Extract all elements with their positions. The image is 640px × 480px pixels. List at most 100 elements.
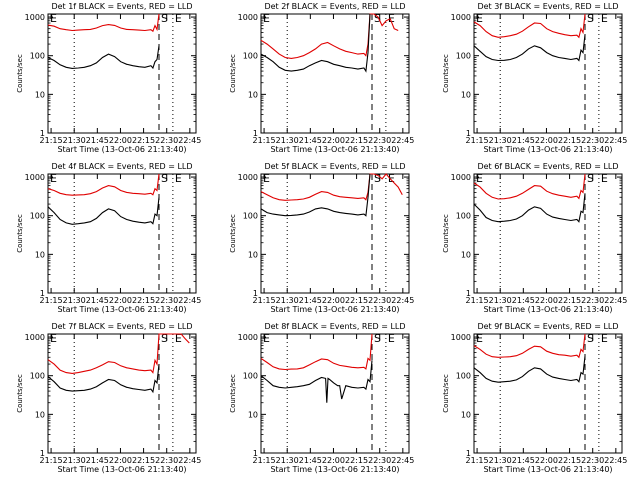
y-tick-label: 1 <box>40 129 45 138</box>
event-marker-label: S <box>161 332 168 345</box>
x-tick-label: 21:45 <box>512 296 535 305</box>
event-marker-label: E <box>476 172 483 185</box>
x-tick-label: 22:00 <box>109 456 132 465</box>
y-axis-label: Counts/sec <box>442 54 450 93</box>
series-line-events <box>473 34 586 62</box>
event-marker-label: E <box>263 172 270 185</box>
x-axis-label: Start Time (13-Oct-06 21:13:40) <box>483 305 612 314</box>
x-tick-label: 22:00 <box>322 136 345 145</box>
x-tick-label: 21:30 <box>489 296 512 305</box>
event-marker-label: E <box>50 172 57 185</box>
series-line-events <box>260 173 371 217</box>
event-marker-label: S <box>374 172 381 185</box>
series-line-lld <box>260 333 373 371</box>
x-tick-label: 22:45 <box>391 296 414 305</box>
x-tick-label: 22:00 <box>109 136 132 145</box>
y-tick-label: 100 <box>30 52 45 61</box>
series-line-lld <box>47 173 160 196</box>
x-tick-label: 22:15 <box>345 296 368 305</box>
y-tick-label: 1000 <box>451 333 471 342</box>
x-tick-label: 22:30 <box>368 296 391 305</box>
y-tick-label: 10 <box>248 90 258 99</box>
x-tick-label: 21:30 <box>276 456 299 465</box>
chart-panel-3: Det 3f BLACK = Events, RED = LLD 1 10 100 10… <box>442 2 627 154</box>
x-axis-label: Start Time (13-Oct-06 21:13:40) <box>57 465 186 474</box>
y-tick-label: 10 <box>35 410 45 419</box>
x-tick-label: 21:15 <box>40 456 63 465</box>
event-marker-label: E <box>476 332 483 345</box>
x-tick-label: 21:30 <box>489 456 512 465</box>
series-line-events <box>473 193 586 223</box>
x-tick-label: 21:30 <box>63 456 86 465</box>
chart-panel-4: Det 4f BLACK = Events, RED = LLD 1 10 100 10… <box>16 162 201 314</box>
x-tick-label: 22:30 <box>155 296 178 305</box>
event-marker-label: S <box>161 12 168 25</box>
event-marker-label: E <box>175 332 182 345</box>
chart-title: Det 3f BLACK = Events, RED = LLD <box>477 2 618 11</box>
y-tick-label: 100 <box>243 52 258 61</box>
event-marker-label: S <box>587 12 594 25</box>
chart-title: Det 4f BLACK = Events, RED = LLD <box>51 162 192 171</box>
plot-frame <box>473 333 623 454</box>
x-tick-label: 22:00 <box>535 456 558 465</box>
series-line-events <box>473 356 586 383</box>
y-tick-label: 100 <box>456 212 471 221</box>
x-axis-label: Start Time (13-Oct-06 21:13:40) <box>270 305 399 314</box>
y-tick-label: 1000 <box>238 173 258 182</box>
x-tick-label: 22:15 <box>132 296 155 305</box>
y-tick-label: 1 <box>40 449 45 458</box>
event-marker-label: E <box>50 12 57 25</box>
series-line-events <box>260 13 371 73</box>
x-tick-label: 22:45 <box>391 136 414 145</box>
x-tick-label: 22:45 <box>604 296 627 305</box>
y-tick-label: 100 <box>243 212 258 221</box>
x-tick-label: 22:15 <box>558 136 581 145</box>
chart-title: Det 5f BLACK = Events, RED = LLD <box>264 162 405 171</box>
chart-title: Det 7f BLACK = Events, RED = LLD <box>51 322 192 331</box>
y-axis-label: Counts/sec <box>16 54 24 93</box>
x-tick-label: 21:45 <box>299 296 322 305</box>
y-axis-label: Counts/sec <box>16 214 24 253</box>
y-axis-label: Counts/sec <box>229 214 237 253</box>
x-tick-label: 22:15 <box>132 136 155 145</box>
x-tick-label: 21:15 <box>253 456 276 465</box>
x-tick-label: 22:30 <box>368 456 391 465</box>
x-tick-label: 22:15 <box>558 456 581 465</box>
event-marker-label: S <box>374 332 381 345</box>
y-tick-label: 1000 <box>25 173 45 182</box>
x-tick-label: 22:30 <box>155 136 178 145</box>
plot-frame <box>260 173 410 294</box>
event-marker-label: E <box>50 332 57 345</box>
chart-panel-2: Det 2f BLACK = Events, RED = LLD 1 10 100 10… <box>229 2 414 154</box>
chart-title: Det 6f BLACK = Events, RED = LLD <box>477 162 618 171</box>
x-tick-label: 21:15 <box>466 456 489 465</box>
x-axis-label: Start Time (13-Oct-06 21:13:40) <box>483 465 612 474</box>
y-axis-label: Counts/sec <box>229 374 237 413</box>
x-tick-label: 22:00 <box>322 296 345 305</box>
x-tick-label: 21:45 <box>512 136 535 145</box>
y-tick-label: 100 <box>243 372 258 381</box>
x-tick-label: 22:30 <box>581 296 604 305</box>
y-tick-label: 1000 <box>238 333 258 342</box>
series-line-events <box>260 360 373 403</box>
event-marker-label: E <box>476 12 483 25</box>
x-tick-label: 21:15 <box>40 136 63 145</box>
y-tick-label: 10 <box>461 90 471 99</box>
series-line-events <box>47 45 160 70</box>
event-marker-label: E <box>175 172 182 185</box>
x-tick-label: 22:00 <box>109 296 132 305</box>
x-tick-label: 21:30 <box>489 136 512 145</box>
y-tick-label: 10 <box>35 90 45 99</box>
x-tick-label: 22:45 <box>604 456 627 465</box>
plot-frame <box>47 13 197 134</box>
x-axis-label: Start Time (13-Oct-06 21:13:40) <box>57 305 186 314</box>
y-tick-label: 1000 <box>25 333 45 342</box>
y-tick-label: 10 <box>248 250 258 259</box>
x-axis-label: Start Time (13-Oct-06 21:13:40) <box>270 145 399 154</box>
y-tick-label: 100 <box>30 212 45 221</box>
x-tick-label: 21:45 <box>86 296 109 305</box>
event-marker-label: E <box>388 332 395 345</box>
x-tick-label: 21:15 <box>466 296 489 305</box>
event-marker-label: E <box>263 332 270 345</box>
event-marker-label: E <box>601 12 608 25</box>
